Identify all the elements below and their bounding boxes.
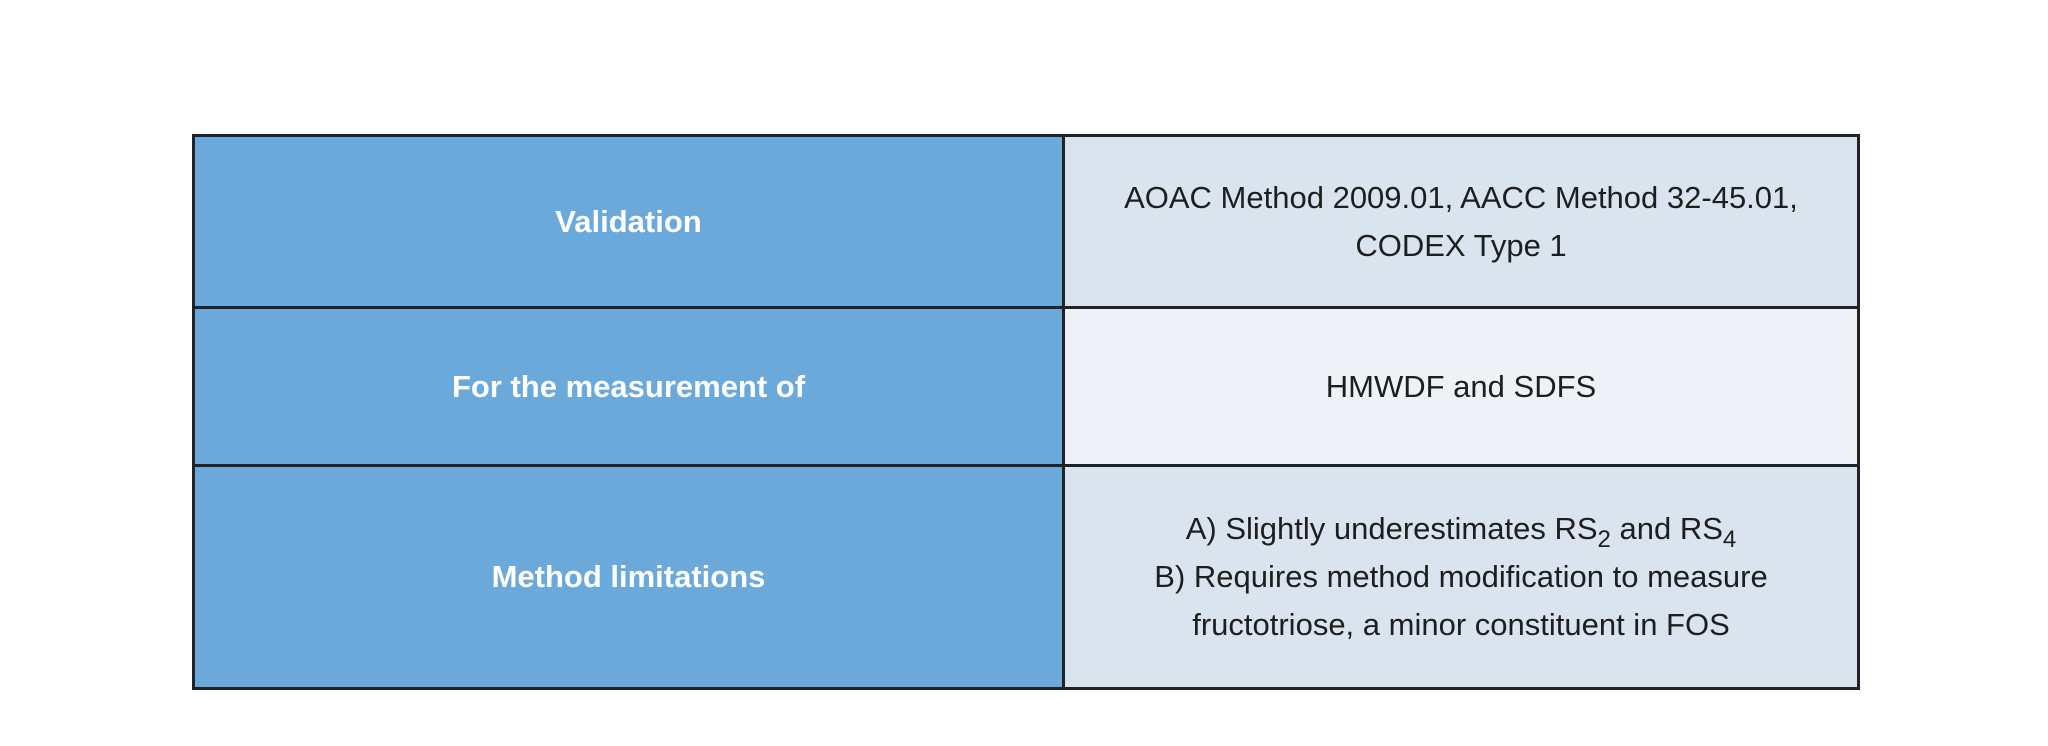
row-value: HMWDF and SDFS bbox=[1062, 306, 1860, 467]
table-row-measurement: For the measurement of HMWDF and SDFS bbox=[192, 306, 1860, 467]
table-row-validation: Validation AOAC Method 2009.01, AACC Met… bbox=[192, 134, 1860, 309]
row-label: Method limitations bbox=[192, 464, 1065, 690]
text: A) Slightly underestimates RS bbox=[1185, 511, 1598, 546]
value-line: CODEX Type 1 bbox=[1355, 227, 1567, 263]
value-line: A) Slightly underestimates RS2 and RS4 bbox=[1085, 505, 1837, 553]
value-line: AOAC Method 2009.01, AACC Method 32-45.0… bbox=[1124, 179, 1798, 215]
row-value: A) Slightly underestimates RS2 and RS4 B… bbox=[1062, 464, 1860, 690]
value-line: B) Requires method modification to measu… bbox=[1154, 559, 1768, 594]
row-value: AOAC Method 2009.01, AACC Method 32-45.0… bbox=[1062, 134, 1860, 309]
subscript: 2 bbox=[1597, 526, 1611, 553]
value-line: HMWDF and SDFS bbox=[1325, 368, 1597, 404]
value-line: fructotriose, a minor constituent in FOS bbox=[1192, 607, 1730, 642]
row-label: Validation bbox=[192, 134, 1065, 309]
method-summary-table: Validation AOAC Method 2009.01, AACC Met… bbox=[192, 134, 1860, 690]
row-label: For the measurement of bbox=[192, 306, 1065, 467]
table-row-limitations: Method limitations A) Slightly underesti… bbox=[192, 464, 1860, 690]
subscript: 4 bbox=[1722, 526, 1737, 553]
text: and RS bbox=[1610, 511, 1723, 546]
